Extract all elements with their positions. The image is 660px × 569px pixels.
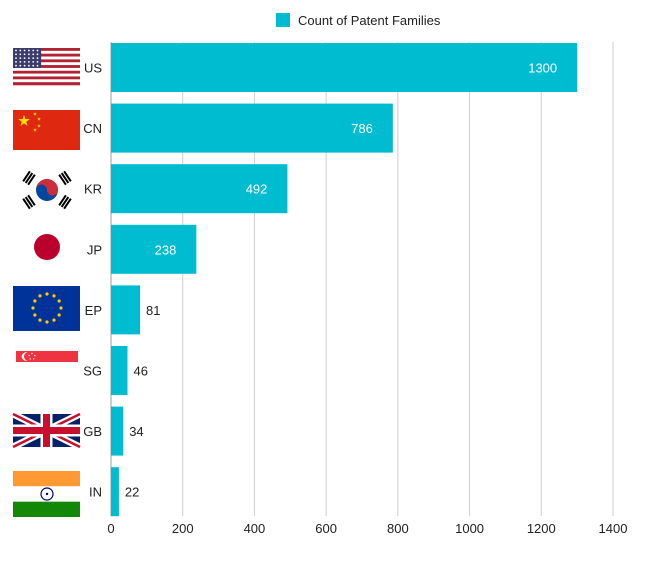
category-label-jp: JP xyxy=(87,242,102,257)
value-label-cn: 786 xyxy=(351,121,373,136)
value-label-kr: 492 xyxy=(246,182,268,197)
value-label-jp: 238 xyxy=(155,242,177,257)
bar-in xyxy=(111,467,119,517)
legend-label: Count of Patent Families xyxy=(298,13,441,28)
value-label-sg: 46 xyxy=(133,364,147,379)
jp-flag-icon xyxy=(13,228,80,268)
x-tick-label: 200 xyxy=(172,521,194,536)
category-labels: US CN KR JP EP SG GB IN xyxy=(83,61,102,500)
legend-swatch xyxy=(276,13,290,27)
x-tick-label: 800 xyxy=(387,521,409,536)
bar-sg xyxy=(111,346,128,395)
bars: 1300 786 492 238 81 46 34 22 xyxy=(111,43,578,517)
eu-flag-icon xyxy=(13,286,80,331)
x-tick-label: 0 xyxy=(107,521,114,536)
category-label-sg: SG xyxy=(83,364,102,379)
x-tick-label: 1000 xyxy=(455,521,484,536)
x-tick-label: 600 xyxy=(315,521,337,536)
gb-flag-icon xyxy=(11,410,82,451)
bar-kr xyxy=(111,164,288,214)
bar-ep xyxy=(111,285,141,335)
in-flag-icon xyxy=(13,471,80,517)
cn-flag-icon xyxy=(13,110,80,150)
category-label-us: US xyxy=(84,61,102,76)
x-axis-ticks: 0 200 400 600 800 1000 1200 1400 xyxy=(107,521,627,536)
x-tick-label: 1200 xyxy=(527,521,556,536)
legend: Count of Patent Families xyxy=(276,13,441,28)
value-label-us: 1300 xyxy=(528,61,557,76)
bar-cn xyxy=(111,103,393,153)
flags xyxy=(11,48,82,517)
bar-jp xyxy=(111,224,197,274)
bar-us xyxy=(111,43,578,92)
x-tick-label: 400 xyxy=(244,521,266,536)
sg-flag-icon xyxy=(16,351,78,373)
category-label-gb: GB xyxy=(83,424,102,439)
category-label-in: IN xyxy=(89,485,102,500)
category-label-kr: KR xyxy=(84,182,102,197)
us-flag-icon xyxy=(13,48,80,86)
value-label-in: 22 xyxy=(125,485,139,500)
value-label-gb: 34 xyxy=(129,424,143,439)
bar-gb xyxy=(111,406,124,456)
category-label-ep: EP xyxy=(85,303,102,318)
value-label-ep: 81 xyxy=(146,303,160,318)
category-label-cn: CN xyxy=(83,121,102,136)
x-tick-label: 1400 xyxy=(599,521,628,536)
kr-flag-icon xyxy=(13,169,80,213)
